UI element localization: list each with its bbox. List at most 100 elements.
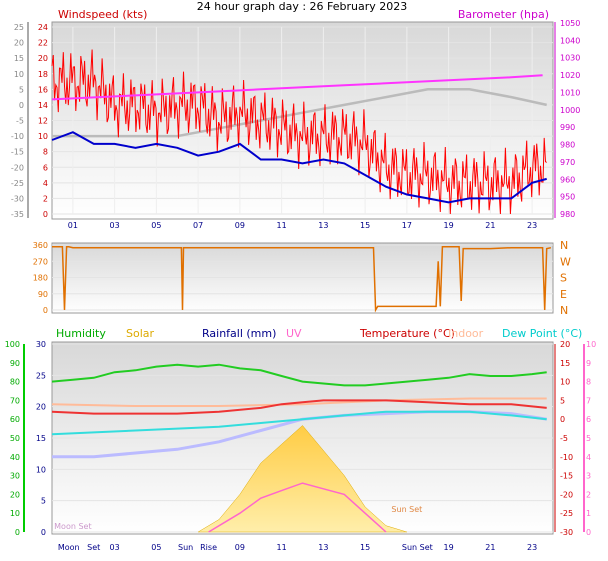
legend-solar: Solar — [126, 327, 155, 340]
windspeed-tick-label: 12 — [38, 117, 48, 126]
rainfall-tick-label: 20 — [36, 403, 46, 412]
rainfall-tick-label: 25 — [36, 371, 46, 380]
uv-tick-label: 0 — [586, 528, 591, 537]
rainfall-tick-label: 15 — [36, 434, 46, 443]
bottom-hour-tick-label: 13 — [318, 543, 328, 552]
hour-tick-label: 05 — [151, 221, 161, 230]
dew-point-line — [51, 410, 547, 436]
humidity-outer-tick-label: 10 — [10, 509, 20, 518]
barometer-tick-label: 1000 — [560, 106, 580, 115]
temperature-tick-label: 0 — [560, 415, 565, 424]
bottom-hour-tick-label: 09 — [235, 543, 245, 552]
sun-set-annotation: Sun Set — [391, 505, 422, 514]
windspeed-tick-label: 6 — [43, 163, 48, 172]
direction-tick-label: 360 — [33, 241, 48, 250]
windspeed-tick-label: 4 — [43, 179, 48, 188]
hour-tick-label: 01 — [68, 221, 78, 230]
bottom-hour-tick-label: 19 — [444, 543, 454, 552]
uv-tick-label: 9 — [586, 359, 591, 368]
barometer-tick-label: 1030 — [560, 54, 580, 63]
barometer-tick-label: 960 — [560, 175, 575, 184]
outer-left-tick-label: 10 — [14, 70, 24, 79]
legend-indoor: Indoor — [448, 327, 484, 340]
moon-set-annotation: Moon Set — [54, 522, 91, 531]
humidity-outer-tick-label: 50 — [10, 434, 20, 443]
windspeed-tick-label: 18 — [38, 70, 48, 79]
legend-uv: UV — [286, 327, 302, 340]
barometer-tick-label: 950 — [560, 193, 575, 202]
compass-label: W — [560, 255, 571, 268]
humidity-outer-tick-label: 70 — [10, 396, 20, 405]
bottom-hour-tick-label: 15 — [360, 543, 370, 552]
temperature-tick-label: 20 — [560, 340, 570, 349]
bottom-hour-tick-label: Rise — [200, 543, 217, 552]
legend-humidity: Humidity — [56, 327, 106, 340]
humidity-outer-tick-label: 30 — [10, 472, 20, 481]
hour-tick-label: 03 — [110, 221, 120, 230]
bottom-hour-tick-label: 11 — [277, 543, 287, 552]
uv-tick-label: 2 — [586, 490, 591, 499]
barometer-tick-label: 1050 — [560, 19, 580, 28]
hour-tick-label: 15 — [360, 221, 370, 230]
direction-tick-label: 0 — [43, 306, 48, 315]
outer-left-tick-label: -10 — [11, 132, 24, 141]
temperature-tick-label: -30 — [560, 528, 573, 537]
outer-left-tick-label: -15 — [11, 148, 24, 157]
barometer-tick-label: 980 — [560, 210, 575, 219]
uv-tick-label: 3 — [586, 472, 591, 481]
bottom-hour-tick-label: Sun — [178, 543, 193, 552]
barometer-tick-label: 980 — [560, 141, 575, 150]
legend-rainfall: Rainfall (mm) — [202, 327, 276, 340]
rainfall-tick-label: 5 — [41, 497, 46, 506]
temperature-tick-label: -10 — [560, 453, 573, 462]
windspeed-tick-label: 14 — [38, 101, 48, 110]
barometer-tick-label: 1040 — [560, 36, 580, 45]
barometer-axis-label: Barometer (hpa) — [458, 8, 549, 21]
bottom-hour-tick-label: Sun Set — [402, 543, 433, 552]
hour-tick-label: 21 — [485, 221, 495, 230]
bottom-hour-tick-label: 23 — [527, 543, 537, 552]
humidity-outer-tick-label: 40 — [10, 453, 20, 462]
uv-line — [208, 482, 387, 533]
windspeed-tick-label: 0 — [43, 210, 48, 219]
compass-label: N — [560, 304, 568, 317]
temperature-tick-label: -25 — [560, 509, 573, 518]
grey-temperature-line — [52, 88, 547, 138]
windspeed-tick-label: 2 — [43, 194, 48, 203]
uv-tick-label: 10 — [586, 340, 596, 349]
hour-tick-label: 23 — [527, 221, 537, 230]
temperature-tick-label: -20 — [560, 490, 573, 499]
temperature-tick-label: 10 — [560, 378, 570, 387]
hour-tick-label: 11 — [277, 221, 287, 230]
compass-label: N — [560, 239, 568, 252]
legend-temperature: Temperature (°C) — [359, 327, 455, 340]
uv-tick-label: 5 — [586, 434, 591, 443]
bottom-hour-tick-label: 03 — [110, 543, 120, 552]
humidity-outer-tick-label: 20 — [10, 490, 20, 499]
direction-tick-label: 180 — [33, 274, 48, 283]
barometer-tick-label: 990 — [560, 123, 575, 132]
windspeed-tick-label: 16 — [38, 85, 48, 94]
temperature-tick-label: -15 — [560, 472, 573, 481]
uv-tick-label: 8 — [586, 378, 591, 387]
compass-label: S — [560, 272, 567, 285]
hour-tick-label: 07 — [193, 221, 203, 230]
windspeed-tick-label: 10 — [38, 132, 48, 141]
outer-left-tick-label: 20 — [14, 39, 24, 48]
uv-tick-label: 7 — [586, 396, 591, 405]
windspeed-axis-label: Windspeed (kts) — [58, 8, 147, 21]
windspeed-tick-label: 8 — [43, 148, 48, 157]
uv-tick-label: 1 — [586, 509, 591, 518]
direction-tick-label: 270 — [33, 257, 48, 266]
windspeed-tick-label: 24 — [38, 23, 48, 32]
hour-tick-label: 17 — [402, 221, 412, 230]
humidity-outer-tick-label: 100 — [5, 340, 20, 349]
outer-left-tick-label: -30 — [11, 194, 24, 203]
windspeed-tick-label: 20 — [38, 54, 48, 63]
bottom-hour-tick-label: 21 — [485, 543, 495, 552]
temperature-tick-label: 5 — [560, 396, 565, 405]
outer-left-tick-label: -25 — [11, 179, 24, 188]
rainfall-tick-label: 10 — [36, 465, 46, 474]
hour-tick-label: 13 — [318, 221, 328, 230]
wind-direction-line — [52, 246, 552, 313]
